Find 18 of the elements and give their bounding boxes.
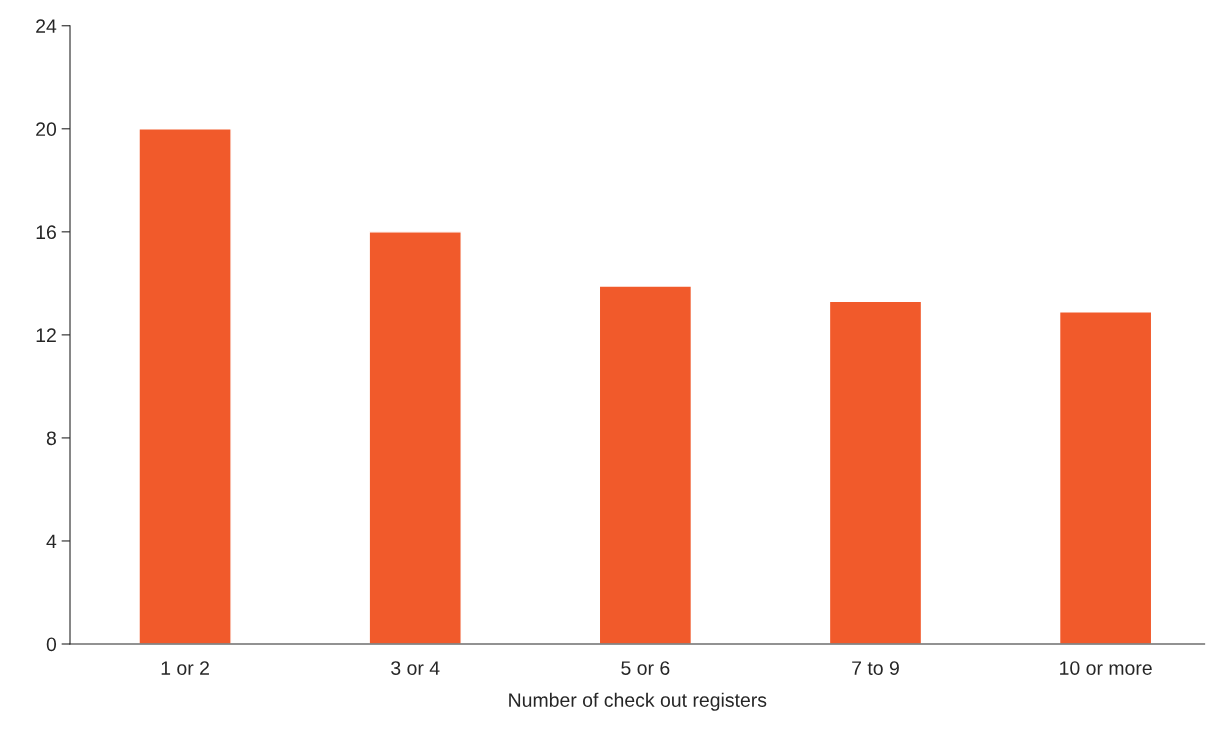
x-tick-label: 3 or 4	[391, 661, 440, 675]
bar	[368, 231, 462, 644]
x-tick-label: 1 or 2	[161, 661, 209, 675]
bar	[138, 128, 232, 644]
y-tick-label: 12	[36, 328, 56, 342]
x-tick-label: 10 or more	[1060, 661, 1152, 675]
y-tick-label: 0	[46, 637, 57, 652]
x-tick-label: 5 or 6	[621, 661, 670, 675]
y-tick-label: 8	[46, 431, 56, 446]
x-tick-label: 7 to 9	[852, 661, 899, 675]
y-tick-label: 4	[46, 534, 57, 549]
y-tick-label: 16	[36, 225, 56, 240]
bar	[1058, 311, 1153, 644]
bar	[598, 285, 693, 644]
bar	[828, 300, 923, 644]
x-axis-title: Number of check out registers	[509, 692, 767, 711]
y-tick-label: 20	[36, 122, 57, 137]
y-tick-label: 24	[36, 19, 57, 33]
